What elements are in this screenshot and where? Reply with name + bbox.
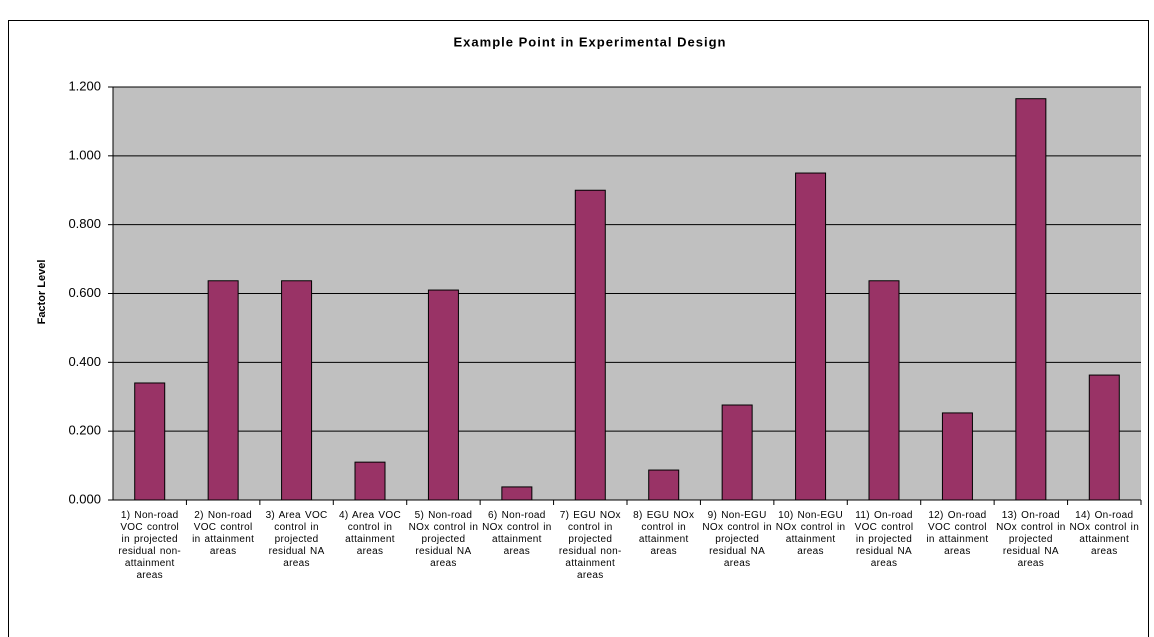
x-tick-label: 5) Non-road NOx control in projected res… xyxy=(408,510,479,569)
bar xyxy=(207,280,239,501)
x-tick-label: 1) Non-road VOC control in projected res… xyxy=(118,510,182,581)
y-tick-label: 1.000 xyxy=(68,147,101,162)
bar xyxy=(941,412,973,501)
bar xyxy=(427,289,459,501)
x-tick-label: 6) Non-road NOx control in attainment ar… xyxy=(482,510,552,557)
bar xyxy=(501,486,533,501)
bar xyxy=(648,469,680,501)
x-tick-label: 4) Area VOC control in attainment areas xyxy=(339,510,401,557)
x-tick-label: 12) On-road VOC control in attainment ar… xyxy=(926,510,989,557)
bar xyxy=(1088,374,1120,501)
x-tick-label: 8) EGU NOx control in attainment areas xyxy=(633,510,695,557)
bar xyxy=(574,189,606,501)
x-tick-label: 3) Area VOC control in projected residua… xyxy=(265,510,328,569)
y-tick-label: 0.000 xyxy=(68,491,101,506)
bar xyxy=(795,172,827,501)
x-tick-label: 2) Non-road VOC control in attainment ar… xyxy=(192,510,255,557)
y-axis-label: Factor Level xyxy=(36,260,48,325)
bar xyxy=(868,280,900,501)
x-tick-label: 10) Non-EGU NOx control in attainment ar… xyxy=(775,510,846,557)
bar xyxy=(721,404,753,501)
bar xyxy=(1015,98,1047,501)
x-tick-label: 11) On-road VOC control in projected res… xyxy=(854,510,914,569)
y-tick-label: 1.200 xyxy=(68,78,101,93)
x-tick-label: 13) On-road NOx control in projected res… xyxy=(996,510,1066,569)
chart-title: Example Point in Experimental Design xyxy=(454,34,727,49)
y-tick-label: 0.200 xyxy=(68,423,101,438)
y-tick-label: 0.600 xyxy=(68,285,101,300)
x-tick-label: 7) EGU NOx control in projected residual… xyxy=(558,510,622,581)
x-tick-label: 9) Non-EGU NOx control in projected resi… xyxy=(702,510,772,569)
y-tick-label: 0.400 xyxy=(68,354,101,369)
bar xyxy=(354,461,386,501)
y-tick-label: 0.800 xyxy=(68,216,101,231)
bar xyxy=(134,382,166,501)
x-tick-label: 14) On-road NOx control in attainment ar… xyxy=(1069,510,1140,557)
bar xyxy=(281,280,313,501)
